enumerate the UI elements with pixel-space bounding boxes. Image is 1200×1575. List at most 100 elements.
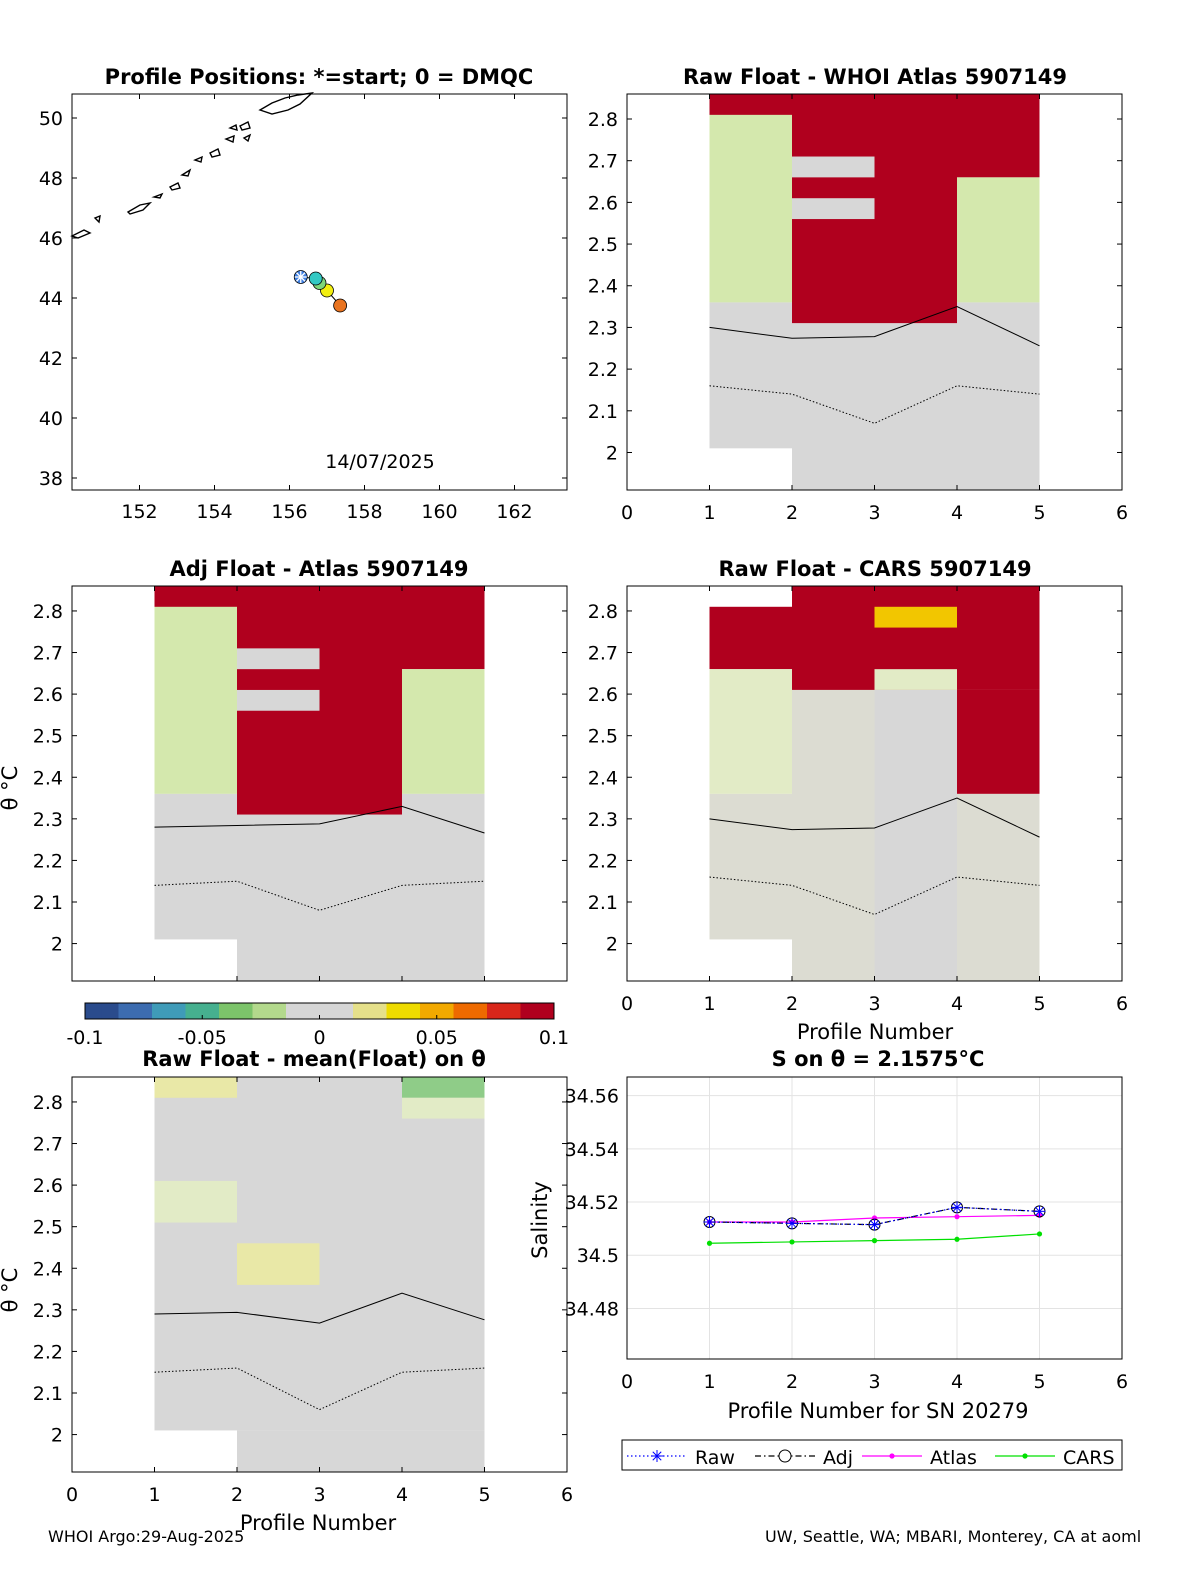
salinity-cars-point [954, 1236, 960, 1242]
map-title: Profile Positions: *=start; 0 = DMQC [105, 65, 534, 89]
map-ytick-label: 46 [39, 228, 63, 250]
adj_atlas-heatmap-cell [154, 606, 237, 794]
mean-theta-panel: Raw Float - mean(Float) on θ Profile Num… [0, 1047, 573, 1535]
colorbar-segment [403, 1003, 421, 1019]
float-profile-point [333, 298, 348, 313]
salinity-title: S on θ = 2.1575°C [772, 1047, 985, 1071]
adj_atlas-contour-line [154, 880, 485, 911]
raw_whoi-xtick-label: 5 [1033, 502, 1045, 524]
raw_cars-heatmap-cell [709, 669, 792, 794]
raw_whoi-ytick-label: 2.8 [588, 109, 618, 131]
salinity-xtick-label: 6 [1116, 1371, 1128, 1393]
footer-left: WHOI Argo:29-Aug-2025 [48, 1527, 245, 1546]
mean_theta-contour-line [154, 1292, 485, 1324]
adj_atlas-contours [154, 805, 485, 911]
raw_whoi-xtick-label: 0 [621, 502, 633, 524]
legend-raw-label: Raw [695, 1447, 735, 1469]
salinity-xtick-label: 0 [621, 1371, 633, 1393]
colorbar-segment [537, 1003, 555, 1019]
raw_cars-xtick-label: 6 [1116, 993, 1128, 1015]
raw_cars-xtick-label: 0 [621, 993, 633, 1015]
map-ytick-label: 38 [39, 468, 63, 490]
legend-cars-label: CARS [1063, 1447, 1115, 1469]
adj_atlas-ytick-label: 2.1 [33, 892, 63, 914]
map-panel: Profile Positions: *=start; 0 = DMQC 14/… [39, 65, 568, 523]
salinity-cars-point [1036, 1231, 1043, 1237]
raw_cars-xtick-label: 2 [786, 993, 798, 1015]
raw-cars-panel: Raw Float - CARS 5907149 Profile Number … [588, 557, 1128, 1044]
map-ytick-label: 42 [39, 348, 63, 370]
raw_cars-ytick-label: 2.7 [588, 643, 618, 665]
salinity-raw-point [703, 1215, 716, 1228]
colorbar-segment [369, 1003, 387, 1019]
raw_cars-heatmap-cell [957, 793, 1040, 981]
salinity-xtick-label: 5 [1033, 1371, 1045, 1393]
raw_cars-heatmap-cell [874, 606, 957, 628]
raw_cars-contour-line [709, 797, 1040, 838]
mean_theta-ytick-label: 2.7 [33, 1134, 63, 1156]
colorbar-segment [219, 1003, 237, 1019]
salinity-xtick-label: 1 [703, 1371, 715, 1393]
raw_whoi-contour-line [709, 306, 1040, 347]
mean_theta-xtick-label: 1 [148, 1484, 160, 1506]
mean-theta-ylabel: θ °C [0, 1268, 22, 1313]
adj_atlas-heatmap-cell [237, 689, 320, 711]
raw_cars-xtick-label: 3 [868, 993, 880, 1015]
colorbar-segment [420, 1003, 438, 1019]
colorbar-segment [252, 1003, 270, 1019]
raw_whoi-ytick-label: 2.4 [588, 276, 618, 298]
map-axes-box [71, 93, 568, 491]
colorbar-segment [118, 1003, 136, 1019]
mean-theta-xlabel: Profile Number [240, 1511, 397, 1535]
adj_atlas-heatmap-cell [237, 814, 402, 981]
salinity-xtick-label: 3 [868, 1371, 880, 1393]
salinity-panel: S on θ = 2.1575°C Profile Number for SN … [528, 1047, 1128, 1471]
map-ytick-label: 40 [39, 408, 63, 430]
adj_atlas-heatmap-cell [154, 793, 237, 940]
raw_cars-heatmap-cell [792, 689, 875, 981]
mean_theta-ytick-label: 2.1 [33, 1383, 63, 1405]
colorbar-tick-label: 0 [313, 1027, 325, 1049]
salinity-raw-point [951, 1201, 963, 1214]
adj-atlas-title: Adj Float - Atlas 5907149 [169, 557, 468, 581]
legend-star-ray [652, 1451, 662, 1461]
mean_theta-xtick-label: 5 [478, 1484, 490, 1506]
start-star-ray [296, 272, 306, 282]
colorbar-segment [286, 1003, 304, 1019]
mean_theta-contours [154, 1292, 485, 1411]
map-ticks: 152 154 156 158 160 162 38 40 42 44 46 48 50 [39, 94, 567, 523]
raw_whoi-ytick-label: 2.3 [588, 317, 618, 339]
coastline-kuril-islands [70, 91, 315, 239]
raw-whoi-title: Raw Float - WHOI Atlas 5907149 [683, 65, 1067, 89]
adj_atlas-ytick-label: 2.8 [33, 601, 63, 623]
raw_cars-xtick-label: 4 [951, 993, 963, 1015]
raw_whoi-heatmap-cell [709, 114, 792, 303]
salinity-raw-point [868, 1218, 881, 1231]
legend-adj-marker [778, 1449, 792, 1463]
mean_theta-heatmap-cell [402, 1077, 485, 1098]
raw-star-ray [952, 1202, 962, 1212]
map-ytick-label: 48 [39, 168, 63, 190]
adj_atlas-contour-line [154, 805, 485, 834]
raw_cars-heatmap-cell [874, 689, 957, 981]
footer-right: UW, Seattle, WA; MBARI, Monterey, CA at … [765, 1527, 1142, 1546]
mean_theta-xtick-label: 0 [66, 1484, 78, 1506]
adj_atlas-heatmap-cell [402, 586, 485, 670]
colorbar-segment [336, 1003, 354, 1019]
adj-atlas-panel: Adj Float - Atlas 5907149 θ °C 2 2.1 2.2 2.… [0, 557, 568, 982]
map-ytick-label: 44 [39, 288, 63, 310]
adj-atlas-ylabel: θ °C [0, 766, 22, 811]
raw_cars-ytick-label: 2 [606, 934, 618, 956]
adj_atlas-ytick-label: 2.4 [33, 767, 63, 789]
raw_cars-ytick-label: 2.8 [588, 601, 618, 623]
legend-cars-marker [1022, 1453, 1028, 1459]
legend-frame [621, 1439, 1123, 1471]
salinity-axes-box [626, 1076, 1123, 1360]
mean_theta-ytick-label: 2.6 [33, 1175, 63, 1197]
map-xtick-label: 156 [271, 501, 307, 523]
mean_theta-xtick-label: 3 [313, 1484, 325, 1506]
mean_theta-ytick-label: 2 [51, 1425, 63, 1447]
raw-star-ray [869, 1220, 880, 1230]
salinity-raw-point [1033, 1205, 1046, 1218]
colorbar-tick-label: 0.05 [416, 1027, 458, 1049]
